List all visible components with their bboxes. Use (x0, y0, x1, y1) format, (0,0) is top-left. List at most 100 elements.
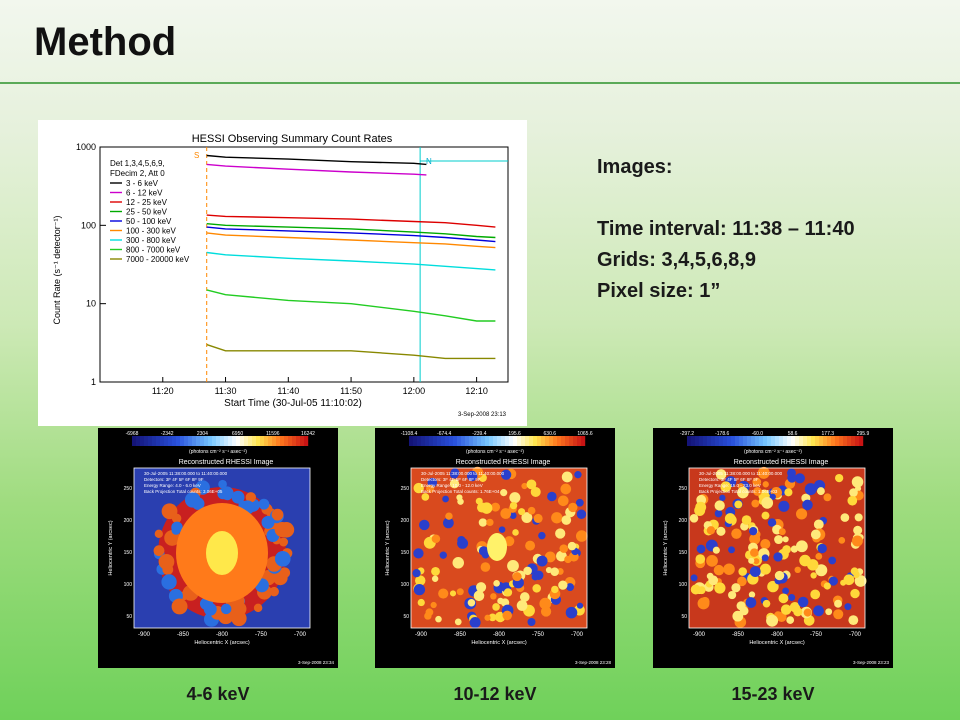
colorbar-swatch (573, 436, 578, 446)
speckle (696, 544, 706, 554)
speckle (803, 608, 812, 617)
colorbar-swatch (212, 436, 217, 446)
speckle (761, 554, 769, 562)
speckle (443, 517, 454, 529)
map-x-tick: -750 (810, 632, 823, 638)
colorbar-swatch (799, 436, 804, 446)
map-y-tick: 200 (679, 518, 688, 524)
map-y-tick: 250 (679, 486, 688, 492)
colorbar-tick-label: 295.9 (857, 431, 870, 437)
colorbar-swatch (192, 436, 197, 446)
colorbar-swatch (144, 436, 149, 446)
colorbar-swatch (168, 436, 173, 446)
speckle (456, 588, 464, 596)
map-x-label: Heliocentric X (arcsec) (749, 640, 804, 646)
map-y-tick: 50 (681, 614, 687, 620)
speckle (766, 614, 779, 627)
colorbar-swatch (140, 436, 145, 446)
speckle (498, 526, 506, 533)
speckle (488, 613, 497, 622)
legend-entry: 800 - 7000 keV (126, 246, 181, 255)
colorbar-swatch (795, 436, 800, 446)
pixel-size-text: Pixel size: 1” (597, 280, 721, 302)
speckle (258, 498, 270, 510)
speckle (813, 519, 824, 530)
colorbar-tick-label: 11596 (266, 431, 280, 437)
map-y-label: Heliocentric Y (arcsec) (108, 520, 114, 575)
speckle (417, 598, 425, 607)
speckle (218, 479, 227, 489)
colorbar-swatch (731, 436, 736, 446)
colorbar-swatch (188, 436, 193, 446)
colorbar-swatch (827, 436, 832, 446)
colorbar-swatch (252, 436, 257, 446)
map-plot-title: Reconstructed RHESSI Image (456, 459, 551, 466)
colorbar-swatch (461, 436, 466, 446)
colorbar-units: (photons cm⁻² s⁻¹ asec⁻²) (189, 449, 247, 455)
speckle (849, 488, 858, 497)
colorbar-tick-label: 1065.6 (577, 431, 593, 437)
map-y-tick: 100 (124, 582, 133, 588)
speckle (774, 570, 785, 581)
speckle (751, 499, 760, 508)
colorbar-swatch (843, 436, 848, 446)
colorbar-swatch (509, 436, 514, 446)
colorbar-swatch (759, 436, 764, 446)
speckle (714, 500, 725, 511)
speckle (162, 564, 171, 573)
colorbar-swatch (723, 436, 728, 446)
colorbar-swatch (421, 436, 426, 446)
speckle (576, 602, 584, 609)
speckle (838, 536, 846, 544)
speckle (500, 489, 508, 497)
speckle (840, 513, 850, 522)
speckle (714, 582, 726, 594)
map-annotation: Energy Range: 10.0 - 12.0 keV (421, 483, 483, 488)
speckle (757, 466, 770, 479)
speckle (271, 508, 284, 521)
map-x-tick: -700 (294, 632, 307, 638)
speckle (816, 487, 825, 496)
map-4-6kev: -6968 -2342 2304 6950 11596 16242 (photons cm⁻… (98, 428, 338, 668)
colorbar-tick-label: 630.6 (544, 431, 557, 437)
speckle (724, 513, 736, 524)
slide-title: Method (34, 20, 177, 64)
speckle (158, 554, 175, 570)
legend-entry: 6 - 12 keV (126, 189, 163, 198)
spacer (597, 183, 855, 214)
map-y-tick: 100 (401, 582, 410, 588)
speckle (184, 492, 201, 508)
speckle (753, 487, 762, 496)
speckle (732, 610, 744, 622)
caption-10-12kev: 10-12 keV (453, 684, 537, 704)
speckle (847, 495, 858, 506)
speckle (532, 584, 541, 593)
colorbar-units: (photons cm⁻² s⁻¹ asec⁻²) (466, 449, 524, 455)
colorbar-swatch (815, 436, 820, 446)
speckle (536, 555, 548, 567)
speckle (450, 468, 460, 478)
speckle (767, 580, 779, 593)
speckle (767, 518, 777, 527)
speckle (539, 597, 552, 610)
speckle (540, 606, 552, 617)
colorbar-swatch (469, 436, 474, 446)
plot-frame (99, 146, 509, 383)
speckle (697, 586, 706, 595)
colorbar-swatch (272, 436, 277, 446)
speckle (825, 608, 833, 616)
speckle (574, 471, 582, 479)
speckle (413, 548, 424, 559)
x-tick-label: 11:20 (152, 386, 174, 396)
colorbar-swatch (695, 436, 700, 446)
speckle (697, 597, 710, 610)
images-heading: Images: (597, 156, 673, 178)
speckle (481, 550, 490, 559)
colorbar-swatch (465, 436, 470, 446)
speckle (261, 515, 275, 529)
speckle (787, 468, 796, 478)
speckle (748, 591, 756, 598)
colorbar-tick-label: -2342 (161, 431, 174, 437)
speckle (509, 501, 518, 510)
plot-title: HESSI Observing Summary Count Rates (192, 133, 393, 145)
